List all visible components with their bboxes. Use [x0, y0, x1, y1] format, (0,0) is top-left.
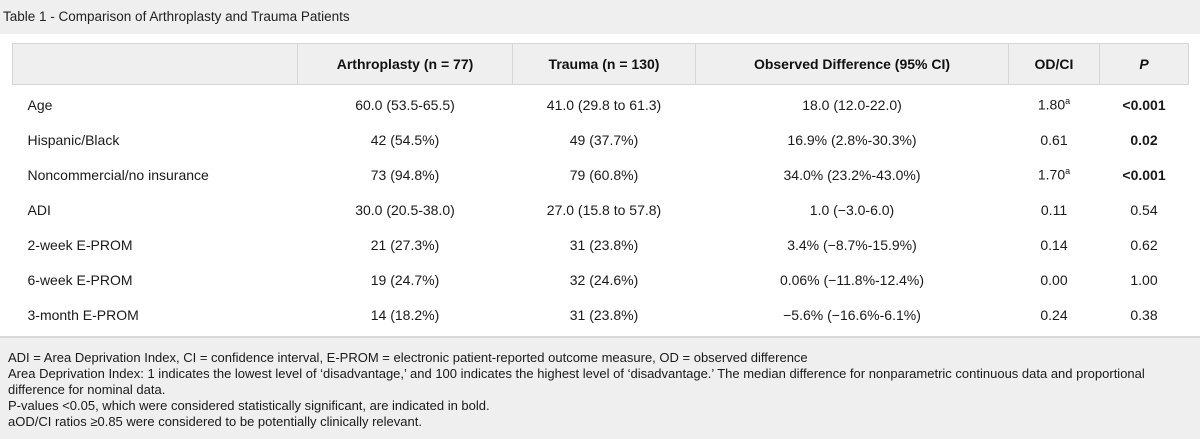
- footnote-divider: [0, 336, 1200, 338]
- cell-trauma: 31 (23.8%): [569, 236, 639, 253]
- cell-od-ci: 0.14: [1009, 227, 1100, 262]
- cell-arthroplasty: 73 (94.8%): [370, 166, 440, 183]
- row-label: 6-week E-PROM: [27, 271, 133, 288]
- cell-observed-difference: 1.0 (−3.0-6.0): [809, 201, 895, 218]
- footnote-significance: P-values <0.05, which were considered st…: [8, 398, 490, 413]
- od-ci-value: 0.11: [1040, 201, 1068, 218]
- cell-od-ci: 1.70a: [1009, 157, 1100, 192]
- cell-trauma: 32 (24.6%): [569, 271, 639, 288]
- table-row: ADI 30.0 (20.5-38.0) 27.0 (15.8 to 57.8) 1.…: [13, 192, 1189, 227]
- table-body: Age 60.0 (53.5-65.5) 41.0 (29.8 to 61.3) 18…: [13, 85, 1189, 333]
- od-ci-footnote-marker: a: [1065, 166, 1071, 177]
- header-arthroplasty: Arthroplasty (n = 77): [297, 43, 513, 85]
- table-row: 3-month E-PROM 14 (18.2%) 31 (23.8%) −5.6% …: [13, 297, 1189, 332]
- cell-arthroplasty: 14 (18.2%): [370, 306, 440, 323]
- cell-p-value: 0.38: [1130, 306, 1158, 323]
- cell-od-ci: 0.11: [1009, 192, 1100, 227]
- cell-trauma: 41.0 (29.8 to 61.3): [546, 96, 662, 113]
- comparison-table: Arthroplasty (n = 77) Trauma (n = 130) O…: [12, 43, 1189, 332]
- footnote-adi: Area Deprivation Index: 1 indicates the …: [8, 366, 1145, 397]
- od-ci-footnote-marker: a: [1065, 96, 1071, 107]
- footnotes: ADI = Area Deprivation Index, CI = confi…: [0, 338, 1200, 439]
- cell-p-value: 0.62: [1130, 236, 1158, 253]
- row-label: Hispanic/Black: [27, 131, 120, 148]
- table-row: 2-week E-PROM 21 (27.3%) 31 (23.8%) 3.4% (−…: [13, 227, 1189, 262]
- cell-arthroplasty: 21 (27.3%): [370, 236, 440, 253]
- cell-od-ci: 1.80a: [1009, 85, 1100, 123]
- table-container: Arthroplasty (n = 77) Trauma (n = 130) O…: [0, 34, 1200, 336]
- cell-arthroplasty: 19 (24.7%): [370, 271, 440, 288]
- od-ci-value: 1.70: [1037, 166, 1066, 183]
- footnote-abbreviations: ADI = Area Deprivation Index, CI = confi…: [8, 350, 808, 365]
- cell-arthroplasty: 60.0 (53.5-65.5): [355, 96, 455, 113]
- cell-p-value: <0.001: [1122, 166, 1166, 183]
- table-title: Table 1 - Comparison of Arthroplasty and…: [0, 0, 1200, 34]
- header-blank: [12, 43, 298, 85]
- cell-observed-difference: 3.4% (−8.7%-15.9%): [787, 236, 917, 253]
- cell-od-ci: 0.00: [1009, 262, 1100, 297]
- cell-trauma: 79 (60.8%): [569, 166, 639, 183]
- table-row: Noncommercial/no insurance 73 (94.8%) 79 (…: [13, 157, 1189, 192]
- cell-p-value: 0.54: [1130, 201, 1158, 218]
- cell-observed-difference: 18.0 (12.0-22.0): [802, 96, 902, 113]
- cell-observed-difference: 0.06% (−11.8%-12.4%): [779, 271, 925, 288]
- cell-od-ci: 0.61: [1009, 122, 1100, 157]
- od-ci-value: 0.14: [1040, 236, 1068, 253]
- row-label: ADI: [27, 201, 51, 218]
- cell-p-value: <0.001: [1122, 96, 1166, 113]
- cell-arthroplasty: 30.0 (20.5-38.0): [355, 201, 455, 218]
- header-observed-difference: Observed Difference (95% CI): [695, 43, 1009, 85]
- cell-observed-difference: −5.6% (−16.6%-6.1%): [783, 306, 921, 323]
- cell-observed-difference: 16.9% (2.8%-30.3%): [787, 131, 917, 148]
- od-ci-value: 0.00: [1040, 271, 1068, 288]
- row-label: Noncommercial/no insurance: [27, 166, 209, 183]
- cell-observed-difference: 34.0% (23.2%-43.0%): [783, 166, 921, 183]
- row-label: 2-week E-PROM: [27, 236, 133, 253]
- table-row: 6-week E-PROM 19 (24.7%) 32 (24.6%) 0.06% (…: [13, 262, 1189, 297]
- table-header-row: Arthroplasty (n = 77) Trauma (n = 130) O…: [12, 43, 1189, 85]
- table-row: Hispanic/Black 42 (54.5%) 49 (37.7%) 16.9% …: [13, 122, 1189, 157]
- row-label: 3-month E-PROM: [27, 306, 139, 323]
- cell-arthroplasty: 42 (54.5%): [370, 131, 440, 148]
- od-ci-value: 1.80: [1037, 96, 1066, 113]
- cell-trauma: 49 (37.7%): [569, 131, 639, 148]
- cell-p-value: 0.02: [1130, 131, 1158, 148]
- cell-p-value: 1.00: [1130, 271, 1158, 288]
- header-od-ci: OD/CI: [1008, 43, 1100, 85]
- od-ci-value: 0.61: [1040, 131, 1068, 148]
- cell-trauma: 27.0 (15.8 to 57.8): [546, 201, 662, 218]
- header-trauma: Trauma (n = 130): [512, 43, 696, 85]
- header-p-value: P: [1099, 43, 1189, 85]
- od-ci-value: 0.24: [1040, 306, 1068, 323]
- row-label: Age: [27, 96, 53, 113]
- footnote-odci: aOD/CI ratios ≥0.85 were considered to b…: [8, 414, 422, 429]
- cell-od-ci: 0.24: [1009, 297, 1100, 332]
- cell-trauma: 31 (23.8%): [569, 306, 639, 323]
- table-row: Age 60.0 (53.5-65.5) 41.0 (29.8 to 61.3) 18…: [13, 85, 1189, 123]
